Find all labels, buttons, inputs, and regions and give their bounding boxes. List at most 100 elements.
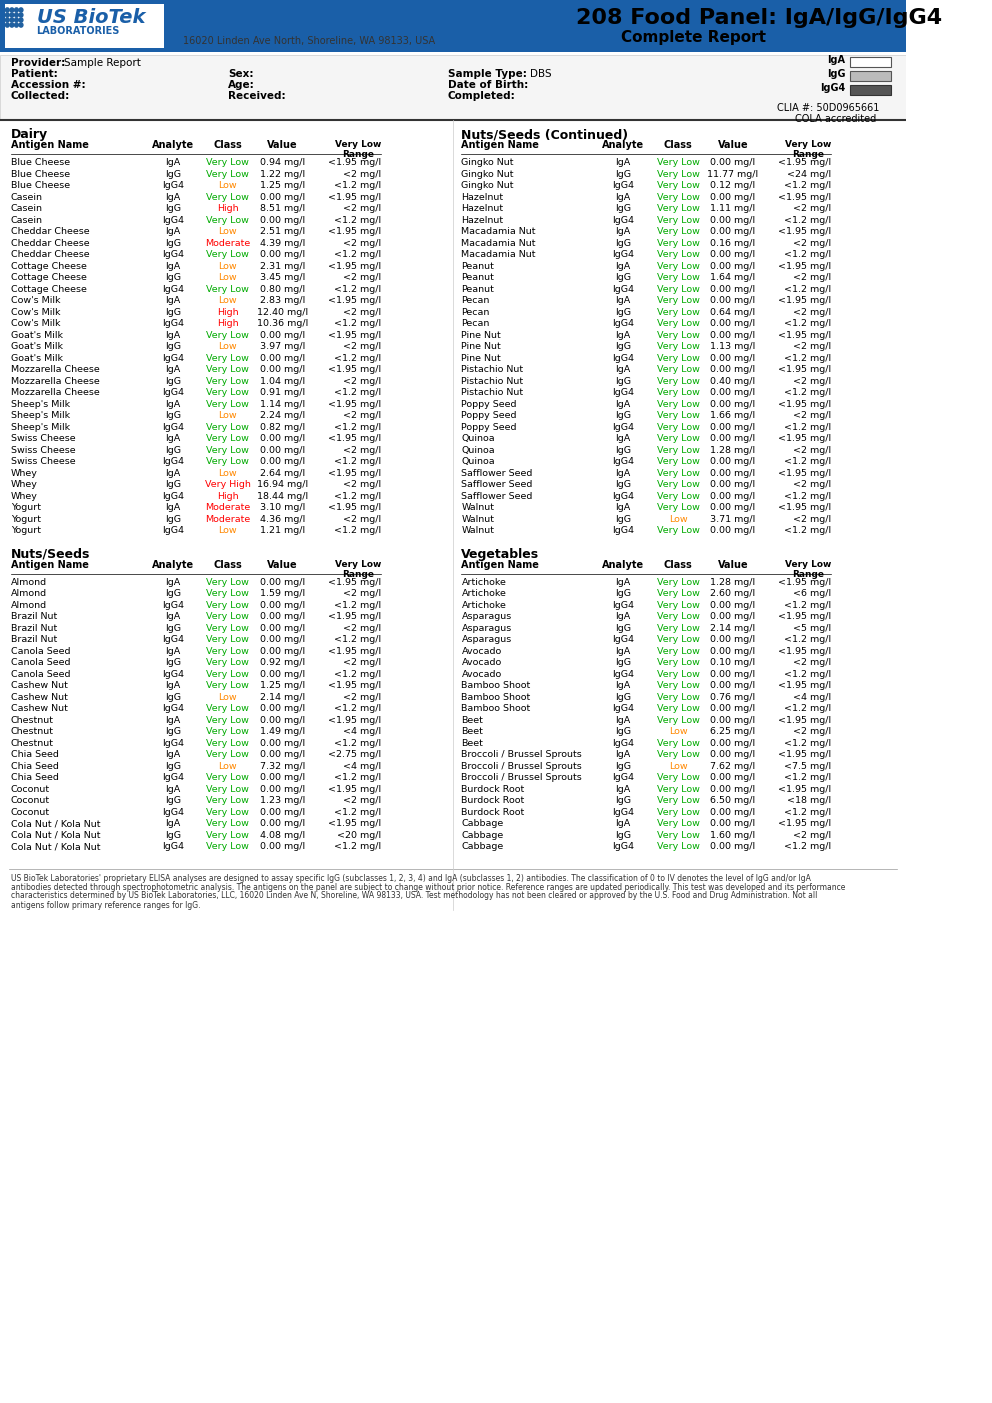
Text: 0.00 mg/l: 0.00 mg/l <box>710 331 755 340</box>
Text: 2.51 mg/l: 2.51 mg/l <box>260 227 305 236</box>
Text: IgG: IgG <box>165 693 181 702</box>
Text: 0.00 mg/l: 0.00 mg/l <box>260 446 305 455</box>
Text: 0.92 mg/l: 0.92 mg/l <box>260 658 305 666</box>
Text: Blue Cheese: Blue Cheese <box>11 181 70 189</box>
Text: Beet: Beet <box>461 727 483 737</box>
Text: 16.94 mg/l: 16.94 mg/l <box>257 480 308 490</box>
Text: <1.95 mg/l: <1.95 mg/l <box>328 261 381 271</box>
Text: IgG: IgG <box>165 796 181 805</box>
Text: Gingko Nut: Gingko Nut <box>461 159 514 167</box>
Text: Safflower Seed: Safflower Seed <box>461 491 533 501</box>
Text: <1.95 mg/l: <1.95 mg/l <box>779 192 831 202</box>
Text: Very Low: Very Low <box>657 239 699 247</box>
Text: Very Low: Very Low <box>657 504 699 512</box>
Text: 0.00 mg/l: 0.00 mg/l <box>710 669 755 679</box>
Text: Very Low: Very Low <box>657 716 699 724</box>
Text: <1.2 mg/l: <1.2 mg/l <box>785 181 831 189</box>
Text: IgG4: IgG4 <box>612 457 634 466</box>
Text: Very Low: Very Low <box>657 389 699 397</box>
Text: Very Low: Very Low <box>657 480 699 490</box>
Text: Very Low: Very Low <box>206 331 249 340</box>
Text: Goat's Milk: Goat's Milk <box>11 331 62 340</box>
Text: Low: Low <box>218 526 237 535</box>
Circle shape <box>15 18 19 22</box>
Text: Hazelnut: Hazelnut <box>461 216 504 224</box>
Text: IgG: IgG <box>165 480 181 490</box>
Text: Pine Nut: Pine Nut <box>461 354 501 362</box>
Text: Very Low: Very Low <box>657 526 699 535</box>
Text: 0.16 mg/l: 0.16 mg/l <box>710 239 755 247</box>
Text: 0.00 mg/l: 0.00 mg/l <box>260 669 305 679</box>
Text: Very Low: Very Low <box>206 589 249 598</box>
Text: Almond: Almond <box>11 600 47 609</box>
Text: Very Low: Very Low <box>206 831 249 839</box>
Text: antigens follow primary reference ranges for IgG.: antigens follow primary reference ranges… <box>11 901 200 909</box>
Text: 0.00 mg/l: 0.00 mg/l <box>710 704 755 713</box>
Text: <1.95 mg/l: <1.95 mg/l <box>328 331 381 340</box>
Text: Value: Value <box>717 140 748 150</box>
Text: Vegetables: Vegetables <box>461 547 540 561</box>
FancyBboxPatch shape <box>850 86 891 95</box>
Text: Very Low: Very Low <box>657 623 699 633</box>
Text: Coconut: Coconut <box>11 796 50 805</box>
Text: 2.83 mg/l: 2.83 mg/l <box>260 296 305 304</box>
Text: 0.00 mg/l: 0.00 mg/l <box>260 636 305 644</box>
Text: Very Low: Very Low <box>206 170 249 178</box>
Text: IgG4: IgG4 <box>162 422 184 432</box>
Text: <1.2 mg/l: <1.2 mg/l <box>334 526 381 535</box>
Text: Moderate: Moderate <box>205 239 250 247</box>
Text: 0.00 mg/l: 0.00 mg/l <box>710 469 755 477</box>
Text: Artichoke: Artichoke <box>461 578 506 586</box>
Text: 0.00 mg/l: 0.00 mg/l <box>260 784 305 794</box>
Text: Very Low: Very Low <box>206 354 249 362</box>
Text: Very Low: Very Low <box>657 365 699 375</box>
Text: 0.00 mg/l: 0.00 mg/l <box>260 623 305 633</box>
Text: <4 mg/l: <4 mg/l <box>343 762 381 770</box>
Text: Quinoa: Quinoa <box>461 434 495 443</box>
Text: IgG: IgG <box>615 342 631 351</box>
Text: IgG4: IgG4 <box>612 842 634 852</box>
Text: 2.60 mg/l: 2.60 mg/l <box>710 589 755 598</box>
Text: IgG4: IgG4 <box>612 354 634 362</box>
Text: IgA: IgA <box>165 612 181 622</box>
Text: 0.00 mg/l: 0.00 mg/l <box>710 647 755 655</box>
Text: 0.00 mg/l: 0.00 mg/l <box>260 842 305 852</box>
Text: Pecan: Pecan <box>461 318 490 328</box>
Text: Very Low: Very Low <box>206 400 249 408</box>
Text: 0.00 mg/l: 0.00 mg/l <box>260 331 305 340</box>
Text: IgG: IgG <box>165 831 181 839</box>
Text: 1.25 mg/l: 1.25 mg/l <box>260 181 305 189</box>
Text: Cola Nut / Kola Nut: Cola Nut / Kola Nut <box>11 842 100 852</box>
Text: <2 mg/l: <2 mg/l <box>794 274 831 282</box>
Text: Very Low: Very Low <box>206 285 249 293</box>
Text: Very Low: Very Low <box>206 727 249 737</box>
Text: <2 mg/l: <2 mg/l <box>343 170 381 178</box>
Text: Very Low: Very Low <box>657 636 699 644</box>
Text: 0.00 mg/l: 0.00 mg/l <box>710 389 755 397</box>
Text: 0.76 mg/l: 0.76 mg/l <box>710 693 755 702</box>
Text: 7.62 mg/l: 7.62 mg/l <box>710 762 755 770</box>
Text: <2 mg/l: <2 mg/l <box>343 342 381 351</box>
Text: <6 mg/l: <6 mg/l <box>794 589 831 598</box>
Text: Safflower Seed: Safflower Seed <box>461 469 533 477</box>
Text: DBS: DBS <box>530 69 552 79</box>
Text: Pecan: Pecan <box>461 296 490 304</box>
Text: Sample Type:: Sample Type: <box>447 69 527 79</box>
Text: 1.60 mg/l: 1.60 mg/l <box>710 831 755 839</box>
Text: Very Low: Very Low <box>206 738 249 748</box>
Text: Cashew Nut: Cashew Nut <box>11 680 67 690</box>
Text: IgG4: IgG4 <box>612 216 634 224</box>
Text: IgG: IgG <box>165 203 181 213</box>
Text: <1.95 mg/l: <1.95 mg/l <box>779 578 831 586</box>
Text: IgG4: IgG4 <box>162 285 184 293</box>
Text: Whey: Whey <box>11 480 38 490</box>
Text: Completed:: Completed: <box>447 91 516 101</box>
Text: IgA: IgA <box>616 400 631 408</box>
Text: 7.32 mg/l: 7.32 mg/l <box>260 762 305 770</box>
Text: Very Low: Very Low <box>657 704 699 713</box>
Text: Swiss Cheese: Swiss Cheese <box>11 446 75 455</box>
Text: IgG: IgG <box>165 658 181 666</box>
Text: Very Low: Very Low <box>206 680 249 690</box>
Text: <1.95 mg/l: <1.95 mg/l <box>779 469 831 477</box>
Text: IgA: IgA <box>616 296 631 304</box>
